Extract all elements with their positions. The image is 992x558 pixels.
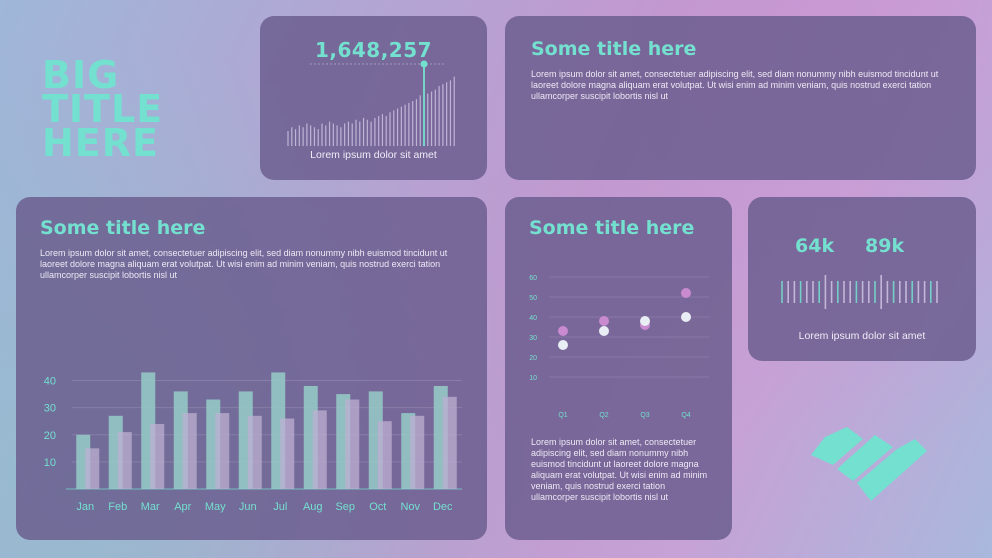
scatter-x-tick-label: Q4: [681, 412, 690, 419]
bar-x-tick-label: Mar: [141, 501, 160, 513]
scatter-card-title: Some title here: [529, 217, 695, 239]
stat-value: 1,648,257: [314, 38, 433, 62]
spike-highlight-dot: [420, 60, 428, 68]
logo-stripe-2: [837, 435, 893, 481]
bar-y-tick-label: 40: [44, 376, 56, 388]
kpi-value-b: 89k: [865, 235, 905, 257]
bar-y-tick-label: 10: [44, 457, 56, 469]
scatter-point-series-1: [681, 288, 691, 298]
scatter-chart: 10 20 30 40 50 60 Q1 Q2 Q3 Q4: [529, 275, 709, 419]
scatter-y-tick-label: 40: [529, 315, 537, 322]
bar-series-2: [85, 448, 100, 489]
stat-card: 1,648,257 Lorem ipsum dolor sit amet: [260, 16, 487, 180]
stat-caption: Lorem ipsum dolor sit amet: [310, 149, 437, 161]
bar-x-tick-label: Jun: [239, 501, 257, 513]
bar-x-tick-label: Apr: [174, 501, 191, 513]
bar-series-2: [182, 413, 197, 489]
scatter-y-tick-label: 30: [529, 335, 537, 342]
bar-x-tick-label: Sep: [335, 501, 355, 513]
bar-series-2: [150, 423, 165, 489]
scatter-point-series-2: [558, 340, 568, 350]
scatter-x-tick-label: Q3: [640, 412, 649, 419]
bar-x-tick-label: Feb: [108, 501, 127, 513]
bar-series-2: [377, 421, 392, 489]
text-card-title: Some title here: [531, 38, 697, 60]
bar-series-2: [410, 415, 425, 489]
text-card-body: Lorem ipsum dolor sit amet, consectetuer…: [531, 69, 939, 101]
scatter-y-tick-label: 50: [529, 295, 537, 302]
scatter-point-series-1: [558, 326, 568, 336]
scatter-point-series-2: [640, 316, 650, 326]
bar-chart-card: Some title here Lorem ipsum dolor sit am…: [16, 197, 487, 540]
heart-stripes-logo: [811, 427, 927, 501]
kpi-value-a: 64k: [795, 235, 835, 257]
scatter-point-series-2: [681, 312, 691, 322]
kpi-caption: Lorem ipsum dolor sit amet: [798, 330, 926, 342]
scatter-x-tick-label: Q1: [558, 412, 567, 419]
bar-x-tick-label: Aug: [303, 501, 323, 513]
spike-chart: [287, 60, 455, 146]
kpi-card: 64k 89k Lorem ipsum dolor sit amet: [748, 197, 976, 361]
scatter-chart-card: Some title here 10 20 30 40 50 60 Q1 Q2 Q3 Q4 Lor…: [505, 197, 732, 540]
bar-series-2: [312, 410, 327, 489]
scatter-point-series-2: [599, 326, 609, 336]
bar-x-tick-label: Jan: [76, 501, 94, 513]
bar-x-tick-label: May: [205, 501, 226, 513]
bar-y-tick-label: 20: [44, 430, 56, 442]
scatter-y-tick-label: 20: [529, 355, 537, 362]
bar-series-2: [117, 432, 132, 489]
scatter-point-series-1: [599, 316, 609, 326]
scatter-y-tick-label: 60: [529, 275, 537, 282]
bar-series-2: [247, 415, 262, 489]
scatter-card-body: Lorem ipsum dolor sit amet, consectetuer…: [531, 437, 708, 502]
kpi-tick-chart: [781, 275, 938, 309]
text-card: Some title here Lorem ipsum dolor sit am…: [505, 16, 976, 180]
bar-y-tick-label: 30: [44, 403, 56, 415]
bar-x-tick-label: Nov: [400, 501, 420, 513]
bar-card-title: Some title here: [40, 217, 206, 239]
bar-series-2: [280, 418, 295, 489]
bar-series-2: [442, 396, 457, 489]
logo-stripe-1: [811, 427, 863, 465]
logo-stripe-3: [857, 439, 927, 501]
scatter-x-tick-label: Q2: [599, 412, 608, 419]
hero-title: BIG TITLE HERE: [42, 53, 164, 165]
bar-card-body: Lorem ipsum dolor sit amet, consectetuer…: [40, 248, 448, 280]
bar-x-tick-label: Dec: [433, 501, 453, 513]
bar-x-tick-label: Oct: [369, 501, 386, 513]
scatter-y-tick-label: 10: [529, 375, 537, 382]
bar-series-2: [345, 399, 360, 489]
bar-series-2: [215, 413, 230, 489]
bar-chart: 10 20 30 40 Jan Feb Mar Apr May Jun Jul Aug Sep Oct No…: [44, 372, 462, 513]
bar-x-tick-label: Jul: [273, 501, 287, 513]
